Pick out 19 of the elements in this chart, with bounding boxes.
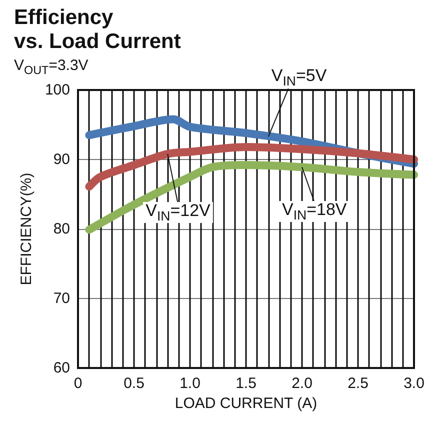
annotation: V$_{IN}$=18V [279,200,350,223]
y-tick-label: 100 [44,82,70,98]
x-tick-label: 0 [74,375,82,392]
y-tick-label: 70 [53,290,70,307]
x-axis-title: LOAD CURRENT (A) [174,394,318,412]
annotation: V$_{IN}$=12V [142,200,214,224]
chart-subtitle: V$_{OUT}$=3.3V [14,57,88,78]
annotation: V$_{IN}$=5V [268,66,330,88]
y-tick-label: 60 [53,360,70,376]
x-tick-label: 1.0 [180,375,200,392]
chart-title: Efficiency vs. Load Current [14,6,181,54]
x-tick-label: 3.0 [404,375,424,392]
y-tick-label: 80 [53,220,70,238]
x-tick-label: 1.5 [236,375,256,392]
x-tick-label: 2.0 [292,375,312,392]
y-tick-label: 90 [53,151,70,168]
y-axis-title: EFFICIENCY(%) [18,172,36,286]
x-tick-label: 0.5 [124,375,144,392]
x-tick-label: 2.5 [348,375,368,392]
